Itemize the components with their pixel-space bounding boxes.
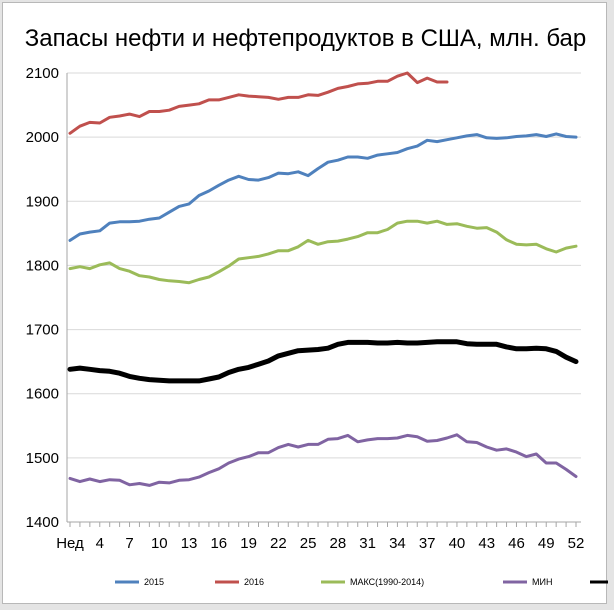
series-line-2015 — [68, 132, 578, 242]
x-tick-label: 49 — [538, 535, 555, 552]
series-line-МИН — [68, 433, 578, 487]
axes: 1400 1500 1600 1700 1800 1900 2000 2100 Нед 4 7 10 1… — [26, 65, 585, 552]
x-tick-label: 37 — [419, 535, 436, 552]
x-tick-label: 28 — [330, 535, 347, 552]
y-tick-label: 1800 — [26, 257, 59, 274]
y-tick-label: 1900 — [26, 193, 59, 210]
x-tick-label: 34 — [389, 535, 406, 552]
x-tick-label: 13 — [181, 535, 198, 552]
x-tick-label: 25 — [300, 535, 317, 552]
line-chart: 1400 1500 1600 1700 1800 1900 2000 2100 Нед 4 7 10 1… — [26, 65, 608, 587]
chart-title: Запасы нефти и нефтепродуктов в США, млн… — [24, 25, 587, 52]
legend-label: 2016 — [244, 577, 264, 587]
chart-frame: Запасы нефти и нефтепродуктов в США, млн… — [2, 2, 608, 604]
x-tick-label: 4 — [96, 535, 104, 552]
y-tick-label: 1700 — [26, 322, 59, 339]
x-tick-label: 22 — [270, 535, 287, 552]
x-tick-label: 46 — [508, 535, 525, 552]
gridlines — [67, 72, 581, 523]
legend-label: МАКС(1990-2014) — [350, 577, 424, 587]
x-tick-label: 40 — [449, 535, 466, 552]
x-tick-label: 52 — [568, 535, 585, 552]
y-tick-label: 2000 — [26, 129, 59, 146]
series-lines — [67, 71, 579, 487]
x-tick-label: 7 — [125, 535, 133, 552]
y-tick-label: 1500 — [26, 450, 59, 467]
x-tick-label: 10 — [151, 535, 168, 552]
x-tick-label: 16 — [210, 535, 227, 552]
y-tick-label: 2100 — [26, 65, 59, 82]
series-line-СР — [67, 339, 579, 384]
x-tick-label: Нед — [56, 535, 84, 552]
x-tick-label: 19 — [240, 535, 257, 552]
x-tick-label: 31 — [359, 535, 376, 552]
series-line-МАКС(1990-2014) — [68, 219, 578, 285]
legend-label: 2015 — [144, 577, 164, 587]
legend-label: МИН — [532, 577, 552, 587]
y-tick-label: 1600 — [26, 386, 59, 403]
y-tick-label: 1400 — [26, 514, 59, 531]
x-tick-label: 43 — [478, 535, 495, 552]
series-line-2016 — [68, 71, 449, 135]
